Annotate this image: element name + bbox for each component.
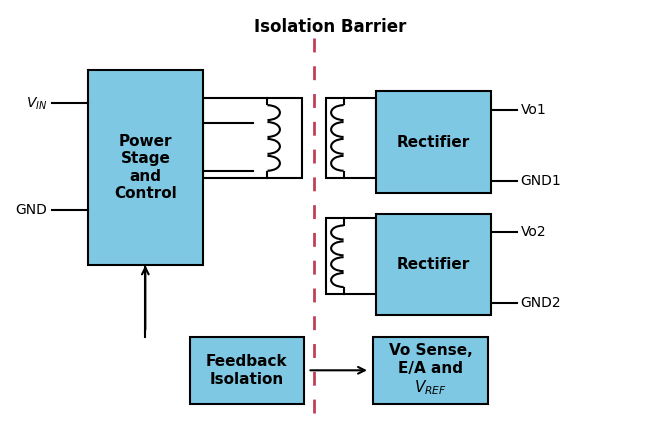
Text: GND: GND (15, 203, 48, 217)
FancyBboxPatch shape (376, 214, 491, 315)
Text: Vo Sense,
E/A and
$V_{REF}$: Vo Sense, E/A and $V_{REF}$ (389, 343, 473, 397)
FancyBboxPatch shape (373, 336, 488, 404)
Text: Isolation Barrier: Isolation Barrier (254, 18, 407, 36)
FancyBboxPatch shape (88, 70, 203, 265)
FancyBboxPatch shape (326, 98, 376, 178)
FancyBboxPatch shape (203, 98, 302, 178)
Text: GND2: GND2 (521, 296, 561, 310)
Text: GND1: GND1 (521, 174, 561, 188)
Text: Feedback
Isolation: Feedback Isolation (206, 354, 288, 386)
Text: $V_{IN}$: $V_{IN}$ (26, 95, 48, 112)
Text: Rectifier: Rectifier (397, 135, 471, 150)
Text: Vo2: Vo2 (521, 225, 546, 239)
Text: Power
Stage
and
Control: Power Stage and Control (114, 134, 176, 201)
FancyBboxPatch shape (326, 218, 376, 294)
Text: Vo1: Vo1 (521, 103, 547, 117)
FancyBboxPatch shape (376, 92, 491, 193)
Text: Rectifier: Rectifier (397, 257, 471, 272)
FancyBboxPatch shape (190, 336, 304, 404)
